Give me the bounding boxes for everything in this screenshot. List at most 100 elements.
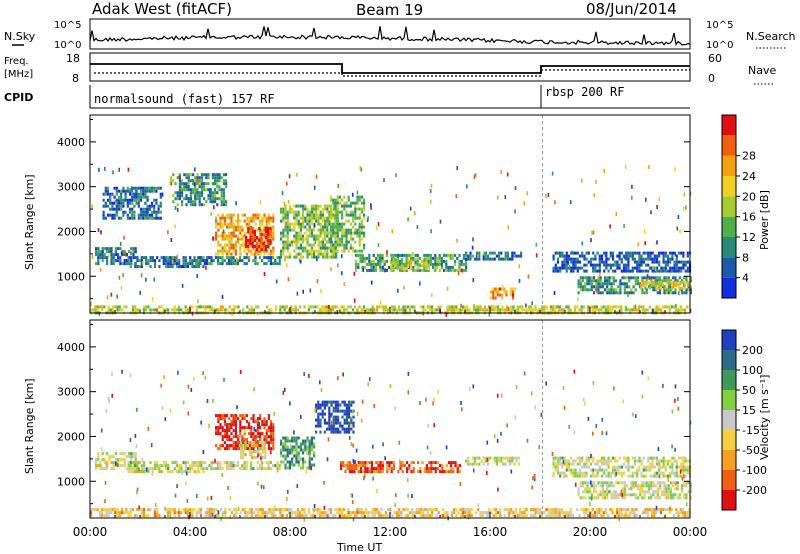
range-gate-cell (585, 257, 588, 261)
range-gate-cell (130, 458, 133, 462)
range-gate-cell (256, 423, 259, 427)
range-gate-cell (299, 445, 302, 449)
range-gate-cell (461, 511, 464, 515)
range-gate-cell (256, 435, 259, 439)
range-gate-cell (559, 456, 562, 460)
range-gate-cell (534, 508, 537, 512)
range-gate-cell (178, 191, 181, 195)
range-gate-cell (622, 462, 626, 466)
range-gate-cell (122, 210, 125, 214)
range-gate-cell (247, 259, 250, 263)
range-gate-cell (419, 470, 422, 474)
range-gate-cell (667, 484, 670, 488)
range-gate-cell (250, 252, 253, 256)
range-gate-cell (606, 490, 609, 494)
range-gate-cell (679, 305, 682, 309)
range-gate-cell (404, 514, 407, 518)
range-gate-cell (512, 305, 515, 309)
range-gate-cell (175, 259, 179, 263)
range-gate-cell (574, 260, 577, 264)
range-gate-cell (249, 236, 252, 239)
range-gate-cell (647, 465, 650, 469)
range-gate-cell (609, 251, 612, 255)
range-gate-cell (198, 197, 201, 201)
range-gate-cell (461, 305, 464, 309)
range-gate-cell (295, 210, 298, 214)
range-gate-cell (326, 216, 329, 220)
range-gate-cell (321, 207, 324, 211)
range-gate-cell (101, 247, 104, 251)
range-gate-cell (218, 185, 221, 189)
range-gate-cell (348, 424, 351, 428)
range-gate-cell (616, 266, 619, 270)
range-gate-cell (581, 285, 585, 289)
range-gate-cell (184, 256, 187, 260)
range-gate-cell (532, 514, 535, 518)
range-gate-cell (413, 511, 416, 515)
range-gate-cell (219, 305, 222, 309)
range-gate-cell (316, 511, 319, 515)
range-gate-cell (481, 308, 484, 312)
range-gate-cell (636, 474, 639, 478)
range-gate-cell (310, 216, 313, 220)
range-gate-cell (184, 308, 187, 312)
range-gate-cell (191, 259, 194, 263)
range-gate-cell (102, 198, 105, 202)
range-gate-cell (259, 435, 262, 439)
range-gate-cell (267, 216, 270, 220)
range-gate-cell (517, 462, 520, 466)
range-gate-cell (345, 308, 348, 312)
range-gate-cell (113, 201, 116, 205)
range-gate-cell (421, 461, 424, 465)
range-gate-cell (313, 204, 316, 208)
range-gate-cell (559, 251, 562, 255)
range-gate-cell (565, 254, 568, 258)
range-gate-cell (135, 201, 138, 205)
range-gate-cell (360, 237, 363, 241)
range-gate-cell (623, 487, 626, 491)
range-gate-cell (583, 254, 586, 258)
range-gate-cell (310, 252, 313, 256)
range-gate-cell (341, 427, 344, 431)
range-gate-cell (159, 210, 162, 214)
range-gate-cell (210, 256, 213, 260)
range-gate-cell (470, 508, 473, 512)
range-gate-cell (276, 256, 279, 260)
range-gate-cell (134, 461, 137, 465)
range-gate-cell (250, 464, 253, 468)
range-gate-cell (453, 508, 456, 512)
range-gate-cell (189, 191, 192, 195)
range-gate-cell (243, 414, 246, 418)
range-gate-cell (328, 210, 331, 214)
range-gate-cell (387, 308, 390, 312)
range-gate-cell (556, 514, 559, 518)
range-gate-cell (492, 508, 495, 512)
range-gate-cell (214, 179, 217, 183)
range-gate-cell (381, 268, 384, 272)
range-gate-cell (128, 198, 132, 202)
range-gate-cell (332, 409, 335, 413)
range-gate-cell (272, 514, 275, 518)
range-gate-cell (164, 461, 168, 465)
range-gate-cell (265, 262, 268, 266)
range-gate-cell (399, 464, 402, 468)
range-gate-cell (589, 462, 593, 466)
range-gate-cell (228, 222, 231, 226)
range-gate-cell (120, 198, 123, 202)
range-gate-cell (631, 195, 633, 200)
range-gate-cell (375, 467, 378, 471)
range-gate-cell (263, 420, 266, 424)
range-gate-cell (226, 243, 229, 247)
range-gate-cell (363, 207, 366, 211)
range-gate-cell (574, 266, 577, 270)
range-gate-cell (647, 456, 650, 460)
range-gate-cell (640, 471, 643, 475)
range-gate-cell (453, 305, 456, 309)
range-gate-cell (655, 305, 658, 309)
range-gate-cell (425, 467, 428, 471)
range-gate-cell (198, 179, 201, 183)
range-gate-cell (272, 256, 275, 260)
range-gate-cell (466, 184, 468, 189)
